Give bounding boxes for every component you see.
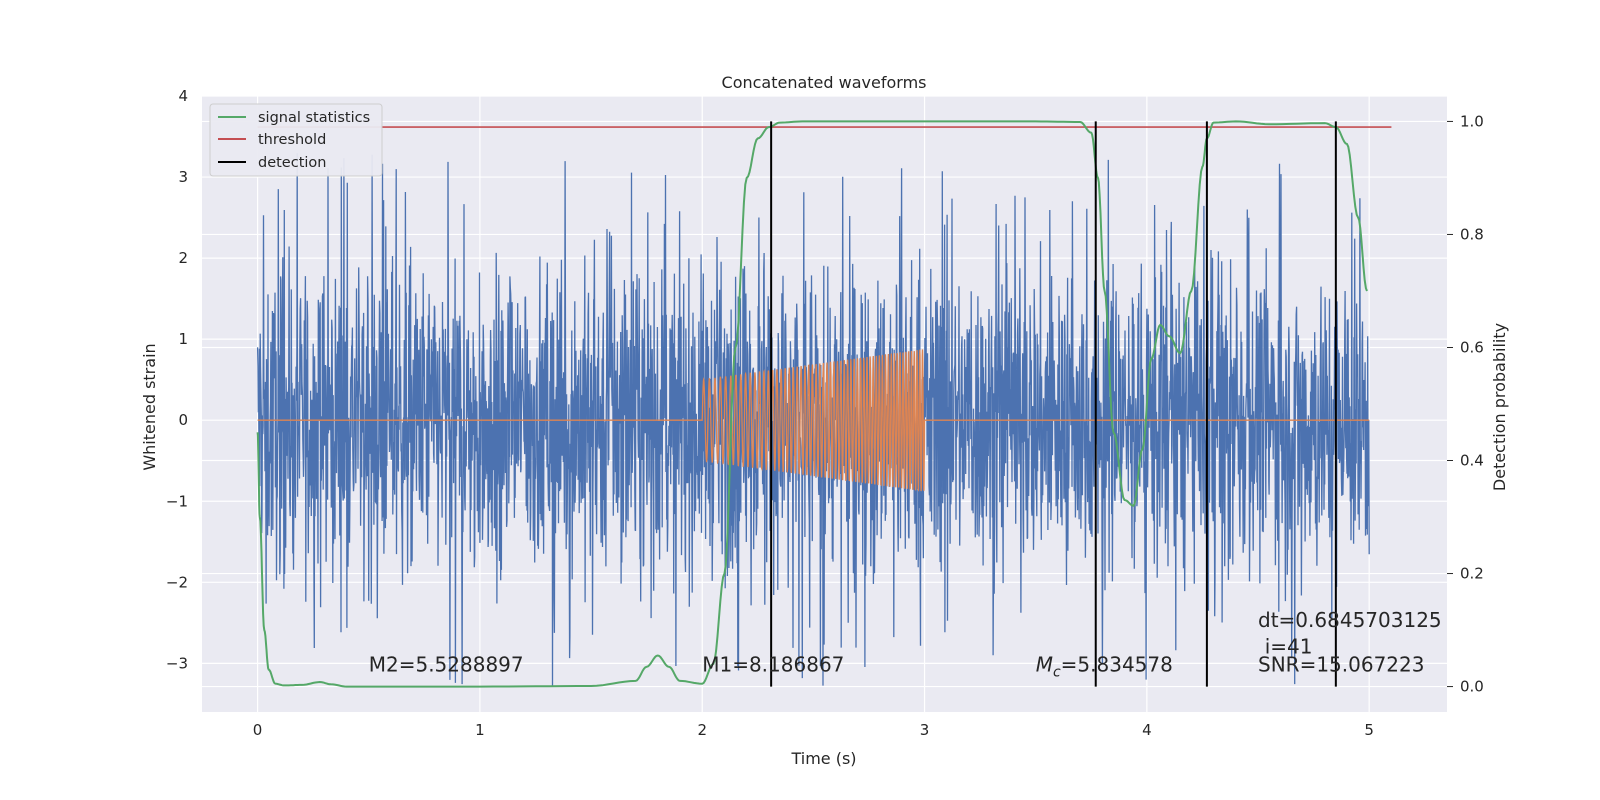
y-tick-label-4: 1 (178, 330, 188, 348)
legend: signal statistics threshold detection (209, 103, 383, 177)
y-tick-label-1: −2 (166, 573, 188, 591)
signal-series-line (257, 349, 1370, 492)
y-tick-label-6: 3 (178, 168, 188, 186)
annotation-mc: Mc=5.834578 (1036, 652, 1173, 680)
annotation-m1: M1=8.186867 (702, 652, 844, 676)
annotations: M2=5.5288897 M1=8.186867 Mc=5.834578 SNR… (369, 608, 1442, 681)
y-tick-label-7: 4 (178, 87, 188, 105)
y-right-tick-label-0: 0.0 (1460, 678, 1484, 696)
annotation-m2: M2=5.5288897 (369, 652, 524, 676)
y-right-tick-label-2: 0.4 (1460, 452, 1484, 470)
legend-box (209, 103, 383, 177)
y-right-axis-label: Detection probability (1490, 323, 1509, 491)
legend-label-threshold: threshold (258, 132, 326, 148)
x-axis-label: Time (s) (790, 749, 856, 768)
y-tick-label-2: −1 (166, 492, 188, 510)
y-axis-label: Whitened strain (140, 343, 159, 470)
y-tick-label-0: −3 (166, 654, 188, 672)
annotation-mc-symbol: M (1036, 652, 1053, 676)
statistics-series-line (256, 120, 1368, 688)
chart-title: Concatenated waveforms (722, 73, 927, 92)
legend-label-statistics: signal statistics (258, 110, 370, 126)
annotation-mc-subscript: c (1053, 664, 1061, 680)
y-right-tick-label-3: 0.6 (1460, 338, 1484, 356)
y-tick-label-5: 2 (178, 249, 188, 267)
x-tick-label-5: 5 (1364, 721, 1374, 739)
y-right-tick-label-5: 1.0 (1460, 112, 1484, 130)
x-tick-label-2: 2 (697, 721, 707, 739)
y-right-tick-label-1: 0.2 (1460, 565, 1484, 583)
legend-label-detection: detection (258, 155, 326, 171)
tick-labels: 0 1 2 3 4 5 −3 −2 −1 0 1 2 3 4 0.0 0.2 0.4 0.6 0.8 1.0 (166, 87, 1484, 739)
y-right-tick-label-4: 0.8 (1460, 225, 1484, 243)
y-tick-label-3: 0 (178, 411, 188, 429)
x-tick-label-1: 1 (475, 721, 485, 739)
x-tick-label-4: 4 (1142, 721, 1152, 739)
annotation-dt: dt=0.6845703125 (1258, 608, 1442, 632)
annotation-mc-value: =5.834578 (1061, 652, 1173, 676)
annotation-snr: SNR=15.067223 (1258, 652, 1424, 676)
x-tick-label-3: 3 (920, 721, 930, 739)
data-layer (256, 120, 1392, 688)
annotation-i: i=41 (1265, 635, 1313, 659)
x-tick-label-0: 0 (253, 721, 263, 739)
